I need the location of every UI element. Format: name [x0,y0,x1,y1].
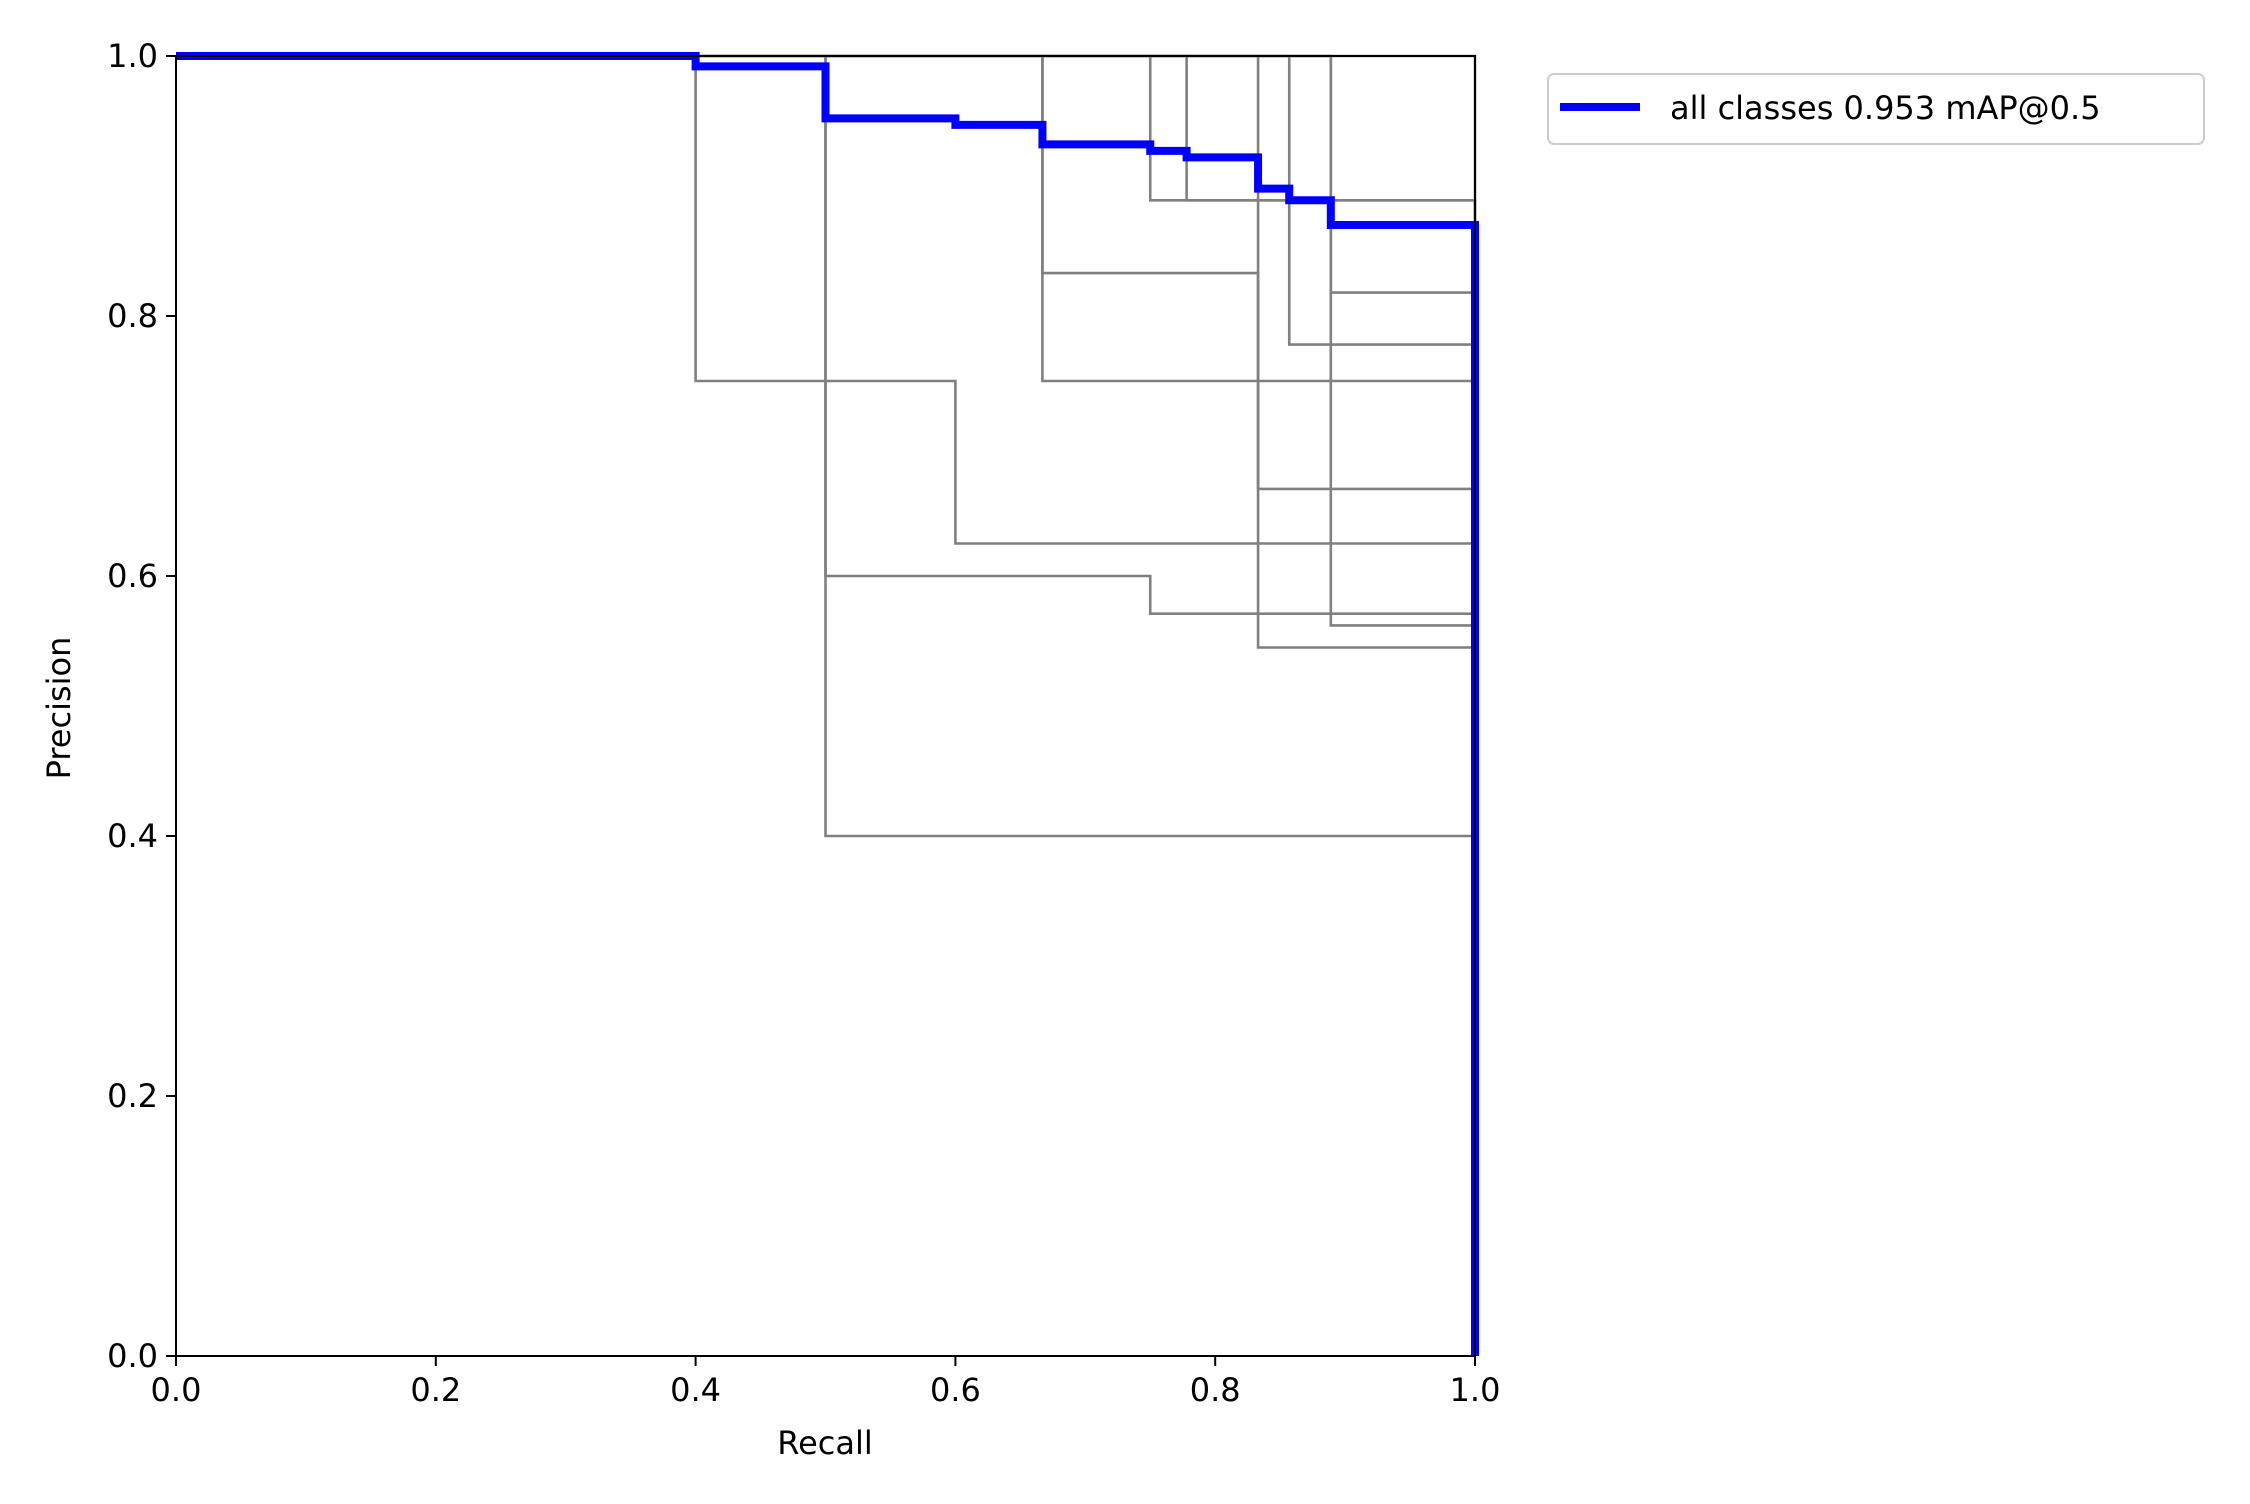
x-tick-label: 0.6 [930,1371,981,1409]
y-axis-label: Precision [40,637,78,780]
legend: all classes 0.953 mAP@0.5 [1547,73,2205,145]
legend-box [1547,73,2205,145]
axes-frame [175,55,1476,1357]
y-tick-label: 0.6 [107,557,158,595]
x-tick-label: 0.8 [1190,1371,1241,1409]
x-tick-label: 0.4 [670,1371,721,1409]
x-axis-label: Recall [777,1424,872,1462]
y-tick-label: 0.4 [107,817,158,855]
y-tick-label: 0.0 [107,1337,158,1375]
y-tick-label: 1.0 [107,37,158,75]
x-tick-label: 0.2 [410,1371,461,1409]
axes-layer: 0.0 0.2 0.4 0.6 0.8 1.0 0.0 0.2 0.4 0.6 0.8 1.0 [107,37,1500,1409]
series-line-all-classes [176,52,1479,1356]
legend-label: all classes 0.953 mAP@0.5 [1670,89,2101,127]
x-tick-label: 0.0 [151,1371,202,1409]
y-tick-label: 0.8 [107,297,158,335]
y-tick-label: 0.2 [107,1077,158,1115]
x-tick-label: 1.0 [1450,1371,1501,1409]
